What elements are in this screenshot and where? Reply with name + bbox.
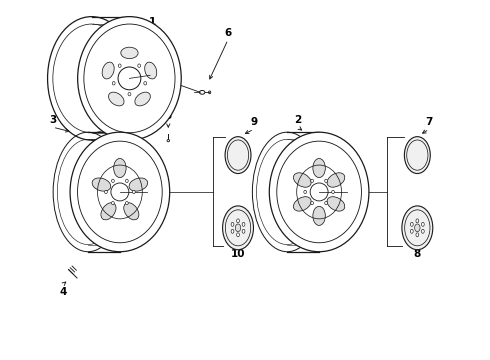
Ellipse shape <box>132 190 135 194</box>
Ellipse shape <box>325 179 327 183</box>
Text: 3: 3 <box>49 115 56 125</box>
Ellipse shape <box>231 229 234 233</box>
Ellipse shape <box>237 219 240 223</box>
Text: 5: 5 <box>165 111 172 121</box>
Ellipse shape <box>404 137 430 174</box>
Ellipse shape <box>128 93 131 96</box>
Text: 6: 6 <box>224 28 232 37</box>
Ellipse shape <box>416 219 419 223</box>
Ellipse shape <box>138 64 141 67</box>
Ellipse shape <box>416 233 419 237</box>
Ellipse shape <box>235 224 241 231</box>
Text: 4: 4 <box>59 287 66 297</box>
Text: 1: 1 <box>149 17 156 27</box>
Ellipse shape <box>109 92 124 106</box>
Ellipse shape <box>77 17 181 140</box>
Text: 2: 2 <box>294 115 301 125</box>
Ellipse shape <box>294 197 311 211</box>
Ellipse shape <box>327 173 345 187</box>
Ellipse shape <box>231 222 234 226</box>
Ellipse shape <box>118 64 121 67</box>
Ellipse shape <box>125 179 128 183</box>
Ellipse shape <box>311 179 314 183</box>
Ellipse shape <box>311 202 314 205</box>
Ellipse shape <box>145 62 157 79</box>
Ellipse shape <box>242 229 245 233</box>
Ellipse shape <box>325 202 327 205</box>
Ellipse shape <box>411 229 413 233</box>
Ellipse shape <box>327 197 345 211</box>
Ellipse shape <box>332 190 335 194</box>
Ellipse shape <box>411 222 413 226</box>
Ellipse shape <box>294 173 311 187</box>
Ellipse shape <box>144 82 147 85</box>
Ellipse shape <box>313 158 325 177</box>
Ellipse shape <box>114 158 126 177</box>
Ellipse shape <box>129 178 147 191</box>
Ellipse shape <box>222 206 253 250</box>
Ellipse shape <box>104 190 107 194</box>
Ellipse shape <box>121 47 138 59</box>
Ellipse shape <box>313 206 325 225</box>
Text: 8: 8 <box>414 249 421 259</box>
Ellipse shape <box>102 62 114 79</box>
Ellipse shape <box>125 202 128 205</box>
Ellipse shape <box>135 92 150 106</box>
Ellipse shape <box>101 203 116 220</box>
Ellipse shape <box>304 190 307 194</box>
Ellipse shape <box>92 178 111 191</box>
Ellipse shape <box>70 132 170 252</box>
Ellipse shape <box>112 82 115 85</box>
Text: 10: 10 <box>231 249 245 259</box>
Ellipse shape <box>225 137 251 174</box>
Ellipse shape <box>270 132 369 252</box>
Ellipse shape <box>421 229 424 233</box>
Ellipse shape <box>237 233 240 237</box>
Text: 7: 7 <box>426 117 433 127</box>
Ellipse shape <box>402 206 433 250</box>
Ellipse shape <box>242 222 245 226</box>
Text: 9: 9 <box>250 117 258 127</box>
Ellipse shape <box>124 203 139 220</box>
Ellipse shape <box>421 222 424 226</box>
Ellipse shape <box>112 179 114 183</box>
Ellipse shape <box>112 202 114 205</box>
Ellipse shape <box>415 224 420 231</box>
